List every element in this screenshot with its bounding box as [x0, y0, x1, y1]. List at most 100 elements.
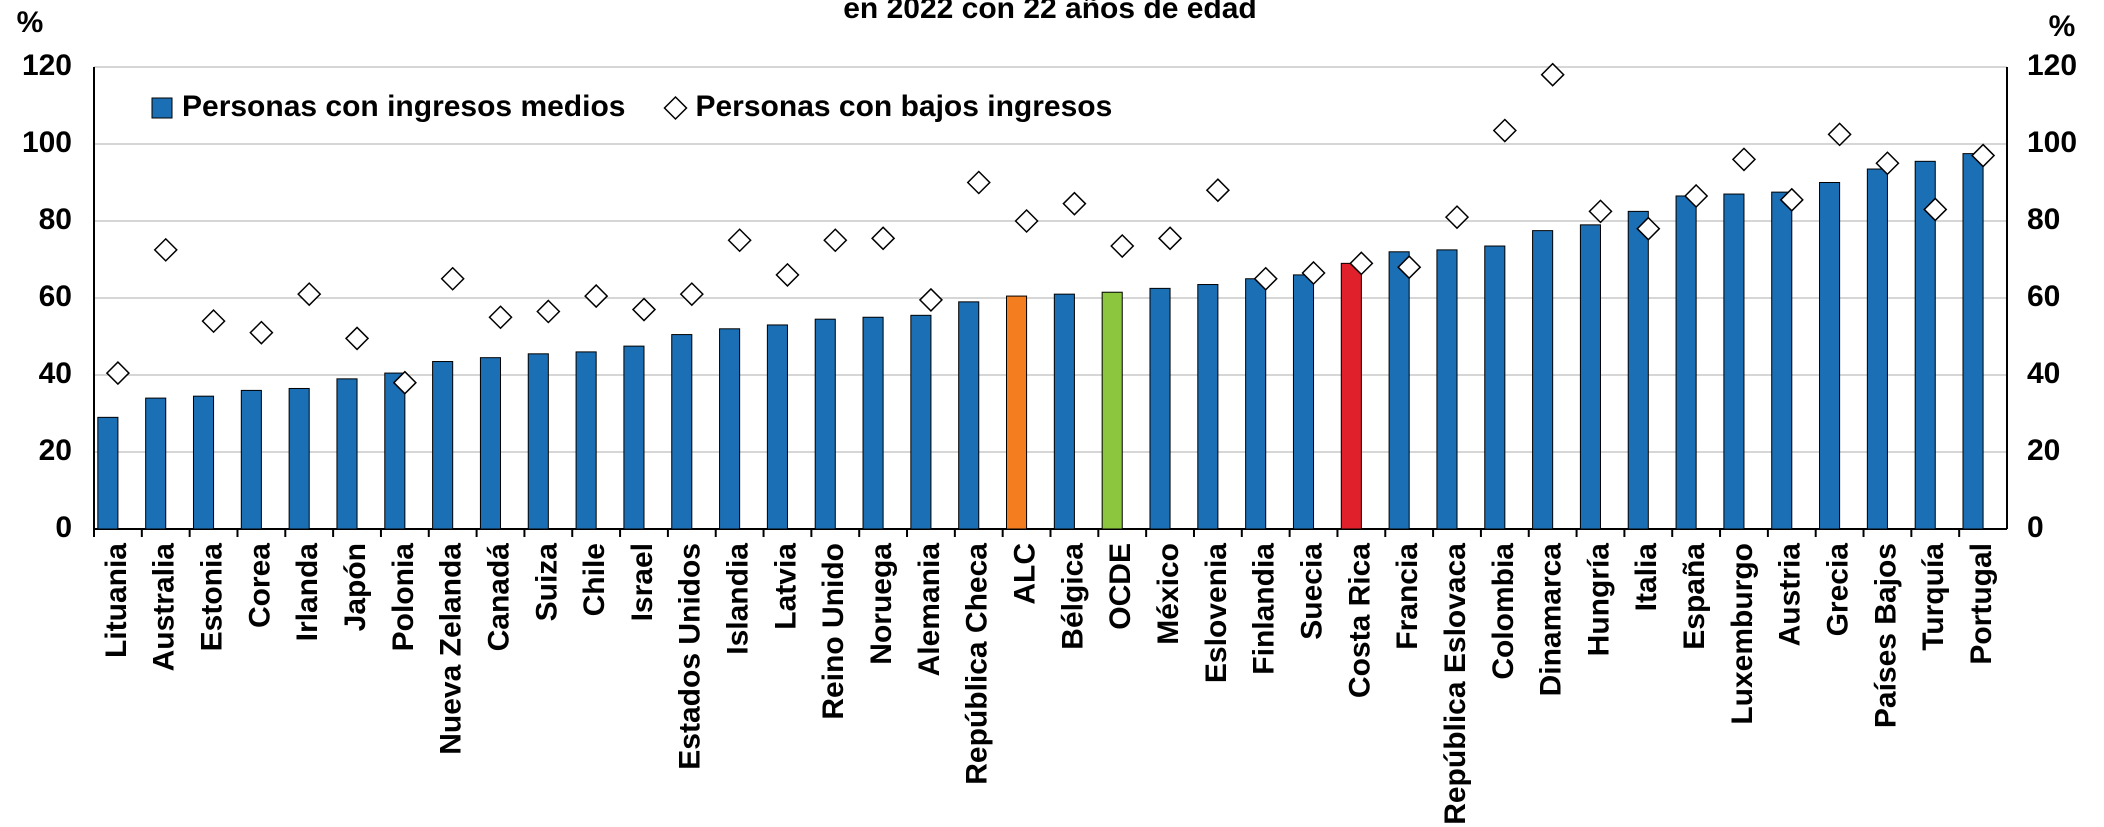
x-tick-label: Reino Unido	[817, 543, 850, 720]
diamond-marker	[1779, 187, 1804, 212]
bar	[623, 345, 645, 530]
x-tick-label: ALC	[1009, 543, 1042, 605]
y2-tick-label: 40	[2027, 357, 2060, 390]
bar	[1053, 293, 1075, 530]
bar	[910, 314, 932, 530]
bar	[288, 387, 310, 530]
bar	[958, 301, 980, 530]
x-tick-label: Latvia	[769, 543, 802, 630]
diamond-marker	[297, 282, 322, 307]
y2-tick-label: 60	[2027, 280, 2060, 313]
bar	[1006, 295, 1028, 530]
bar	[1484, 245, 1506, 530]
bar	[479, 357, 502, 530]
x-tick-label: Estonia	[195, 543, 228, 652]
diamond-marker	[679, 282, 704, 307]
diamond-marker	[727, 228, 752, 253]
diamond-marker	[249, 320, 274, 345]
diamond-marker	[1827, 122, 1852, 147]
bar	[384, 372, 406, 530]
y-axis-label: %	[17, 6, 44, 39]
diamond-marker	[201, 309, 226, 334]
diamond-marker	[1684, 183, 1709, 209]
x-tick-label: Islandia	[722, 543, 755, 655]
diamond-marker	[1492, 118, 1517, 143]
x-tick-label: Alemania	[913, 543, 946, 677]
bar	[1914, 160, 1936, 530]
bar	[1819, 182, 1841, 530]
y2-tick-label: 80	[2027, 203, 2060, 236]
x-tick-label: España	[1678, 543, 1711, 650]
diamond-marker	[153, 237, 178, 262]
x-tick-label: Corea	[243, 543, 276, 628]
diamond-marker	[440, 266, 465, 291]
diamond-marker	[918, 287, 943, 312]
x-tick-label: Colombia	[1487, 543, 1520, 680]
x-tick-label: Finlandia	[1248, 543, 1281, 675]
y-tick-label: 60	[39, 280, 72, 313]
diamond-marker	[1205, 178, 1230, 203]
y2-axis-label: %	[2049, 10, 2076, 43]
diamond-marker	[1157, 226, 1183, 251]
bar	[1197, 284, 1219, 530]
bar	[1579, 224, 1601, 530]
bar	[527, 353, 549, 530]
y-tick-label: 80	[39, 203, 72, 236]
x-tick-label: OCDE	[1104, 543, 1137, 630]
y2-tick-label: 20	[2027, 434, 2060, 467]
x-tick-label: República Eslovaca	[1439, 543, 1472, 825]
bar	[192, 395, 215, 530]
diamond-marker	[631, 297, 657, 322]
diamond-marker	[871, 226, 896, 251]
bar	[97, 416, 119, 530]
diamond-marker	[392, 370, 417, 395]
x-tick-label: Países Bajos	[1869, 543, 1902, 728]
diamond-marker	[344, 326, 370, 351]
bar	[1675, 195, 1697, 530]
x-tick-label: Grecia	[1822, 543, 1855, 637]
x-tick-label: Suecia	[1295, 543, 1328, 640]
x-tick-label: Israel	[626, 543, 659, 621]
x-tick-label: Eslovenia	[1200, 543, 1233, 683]
x-tick-label: Italia	[1630, 543, 1663, 612]
legend-swatch	[663, 95, 688, 121]
diamond-marker	[1062, 191, 1087, 216]
x-tick-label: Polonia	[387, 543, 420, 652]
x-tick-label: República Checa	[961, 543, 994, 785]
bar	[1292, 274, 1315, 530]
y-tick-label: 40	[39, 357, 72, 390]
diamond-marker	[1540, 62, 1565, 87]
bar	[719, 328, 741, 530]
y-tick-label: 0	[55, 511, 72, 544]
bar	[575, 351, 597, 530]
x-tick-label: Dinamarca	[1535, 543, 1568, 697]
bar	[240, 389, 262, 530]
bar	[671, 334, 693, 530]
x-tick-label: Luxemburgo	[1726, 543, 1759, 725]
x-tick-label: Turquía	[1917, 543, 1950, 651]
bar	[862, 316, 884, 530]
x-tick-label: Lituania	[100, 543, 133, 658]
x-tick-label: Australia	[148, 543, 181, 672]
x-tick-label: Canadá	[482, 543, 515, 652]
x-tick-label: Bélgica	[1056, 543, 1089, 650]
y-tick-label: 20	[39, 434, 72, 467]
x-tick-label: Francia	[1391, 543, 1424, 650]
bar	[1627, 210, 1649, 530]
diamond-marker	[1301, 260, 1326, 286]
bar	[1532, 230, 1554, 530]
diamond-marker	[775, 262, 800, 287]
y2-tick-label: 120	[2027, 49, 2077, 82]
diamond-marker	[1875, 151, 1900, 176]
diamond-marker	[1397, 255, 1422, 280]
x-tick-label: Austria	[1774, 543, 1807, 647]
x-tick-label: Nueva Zelanda	[435, 543, 468, 755]
bar	[1436, 249, 1458, 530]
bar	[1340, 262, 1362, 530]
y-tick-label: 100	[22, 126, 72, 159]
bar	[814, 318, 836, 530]
bar	[1245, 278, 1267, 530]
diamond-marker	[823, 228, 848, 253]
y2-tick-label: 100	[2027, 126, 2077, 159]
bar	[766, 324, 788, 530]
